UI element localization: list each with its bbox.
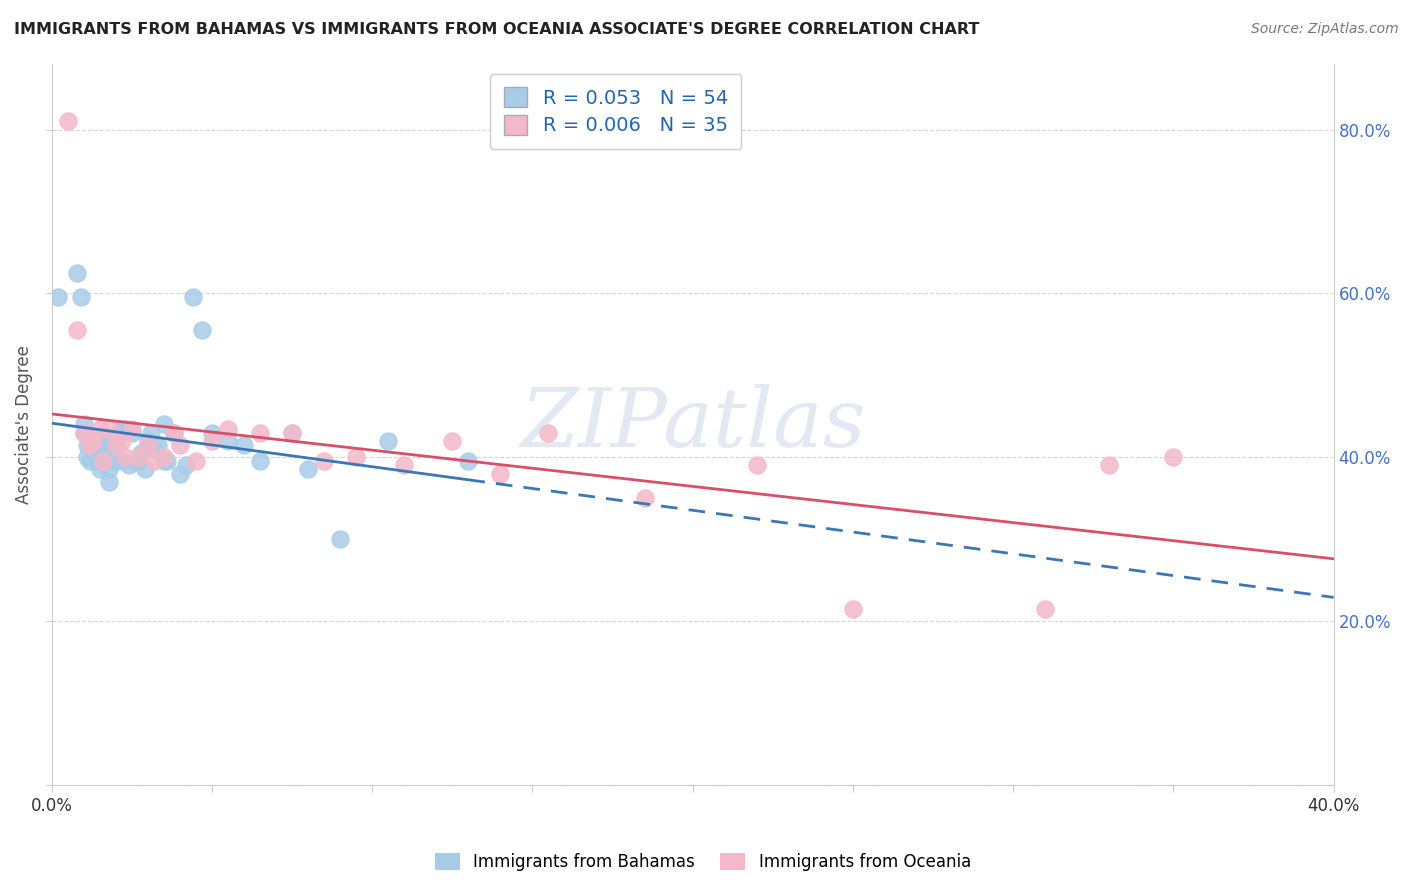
Point bbox=[108, 425, 131, 440]
Point bbox=[89, 438, 111, 452]
Point bbox=[169, 438, 191, 452]
Point bbox=[79, 454, 101, 468]
Point bbox=[127, 454, 149, 468]
Point bbox=[281, 425, 304, 440]
Point bbox=[139, 425, 162, 440]
Point bbox=[111, 421, 134, 435]
Point bbox=[181, 290, 204, 304]
Point bbox=[96, 434, 118, 448]
Point bbox=[104, 438, 127, 452]
Point bbox=[633, 491, 655, 505]
Point bbox=[314, 454, 336, 468]
Point bbox=[176, 458, 198, 473]
Point bbox=[1098, 458, 1121, 473]
Point bbox=[217, 434, 239, 448]
Point bbox=[377, 434, 399, 448]
Point bbox=[98, 462, 121, 476]
Point bbox=[143, 442, 166, 456]
Point bbox=[842, 601, 865, 615]
Point bbox=[104, 434, 127, 448]
Point bbox=[66, 323, 89, 337]
Point bbox=[217, 421, 239, 435]
Point bbox=[537, 425, 560, 440]
Point bbox=[121, 421, 143, 435]
Point bbox=[169, 467, 191, 481]
Point bbox=[153, 454, 176, 468]
Point bbox=[114, 421, 136, 435]
Point bbox=[98, 475, 121, 489]
Point bbox=[98, 421, 121, 435]
Point bbox=[249, 425, 271, 440]
Point bbox=[489, 467, 512, 481]
Point bbox=[134, 462, 156, 476]
Point bbox=[136, 438, 159, 452]
Point bbox=[76, 438, 98, 452]
Point bbox=[281, 425, 304, 440]
Point bbox=[101, 438, 124, 452]
Point bbox=[233, 438, 256, 452]
Point bbox=[82, 434, 104, 448]
Point bbox=[394, 458, 416, 473]
Legend: R = 0.053   N = 54, R = 0.006   N = 35: R = 0.053 N = 54, R = 0.006 N = 35 bbox=[491, 74, 741, 149]
Point bbox=[86, 438, 108, 452]
Point bbox=[73, 417, 96, 432]
Point bbox=[91, 430, 114, 444]
Point bbox=[91, 454, 114, 468]
Point bbox=[201, 434, 224, 448]
Text: ZIPatlas: ZIPatlas bbox=[520, 384, 866, 465]
Point bbox=[89, 462, 111, 476]
Point bbox=[136, 434, 159, 448]
Point bbox=[344, 450, 367, 465]
Point bbox=[124, 454, 146, 468]
Point bbox=[89, 421, 111, 435]
Point bbox=[82, 434, 104, 448]
Point bbox=[329, 532, 352, 546]
Point bbox=[162, 425, 184, 440]
Point bbox=[153, 417, 176, 432]
Point bbox=[66, 266, 89, 280]
Point bbox=[91, 450, 114, 465]
Point bbox=[69, 290, 91, 304]
Point bbox=[76, 450, 98, 465]
Point bbox=[56, 114, 79, 128]
Point bbox=[745, 458, 768, 473]
Point bbox=[104, 454, 127, 468]
Point bbox=[201, 425, 224, 440]
Point bbox=[1163, 450, 1185, 465]
Point bbox=[121, 425, 143, 440]
Point bbox=[82, 442, 104, 456]
Point bbox=[191, 323, 214, 337]
Point bbox=[111, 434, 134, 448]
Point bbox=[127, 450, 149, 465]
Point bbox=[441, 434, 464, 448]
Text: IMMIGRANTS FROM BAHAMAS VS IMMIGRANTS FROM OCEANIA ASSOCIATE'S DEGREE CORRELATIO: IMMIGRANTS FROM BAHAMAS VS IMMIGRANTS FR… bbox=[14, 22, 980, 37]
Point bbox=[79, 438, 101, 452]
Point bbox=[114, 450, 136, 465]
Point bbox=[131, 446, 153, 460]
Point bbox=[143, 454, 166, 468]
Point bbox=[118, 458, 141, 473]
Point bbox=[73, 425, 96, 440]
Legend: Immigrants from Bahamas, Immigrants from Oceania: Immigrants from Bahamas, Immigrants from… bbox=[427, 845, 979, 880]
Point bbox=[249, 454, 271, 468]
Point bbox=[457, 454, 479, 468]
Point bbox=[146, 438, 169, 452]
Point bbox=[156, 454, 179, 468]
Point bbox=[73, 425, 96, 440]
Point bbox=[136, 438, 159, 452]
Point bbox=[111, 454, 134, 468]
Point bbox=[153, 450, 176, 465]
Text: Source: ZipAtlas.com: Source: ZipAtlas.com bbox=[1251, 22, 1399, 37]
Point bbox=[1033, 601, 1056, 615]
Point bbox=[184, 454, 207, 468]
Point bbox=[86, 454, 108, 468]
Y-axis label: Associate's Degree: Associate's Degree bbox=[15, 345, 32, 504]
Point bbox=[162, 425, 184, 440]
Point bbox=[297, 462, 319, 476]
Point bbox=[46, 290, 69, 304]
